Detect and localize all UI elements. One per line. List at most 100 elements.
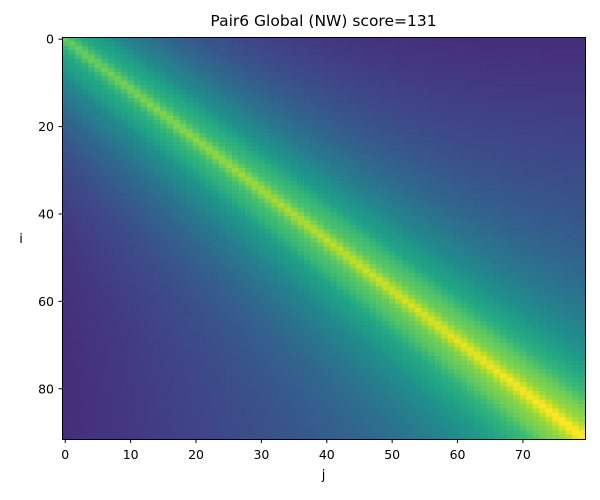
heatmap-cell [473, 255, 481, 261]
heatmap-cell [578, 207, 586, 213]
heatmap-cell [375, 80, 383, 86]
heatmap-cell [480, 299, 488, 305]
heatmap-cell [101, 106, 109, 112]
heatmap-cell [460, 181, 468, 187]
heatmap-cell [284, 286, 292, 292]
heatmap-cell [238, 307, 246, 313]
heatmap-cell [578, 255, 586, 261]
heatmap-cell [94, 154, 102, 160]
heatmap-cell [199, 154, 207, 160]
heatmap-cell [447, 58, 455, 64]
heatmap-cell [460, 76, 468, 82]
heatmap-cell [539, 233, 547, 239]
heatmap-cell [539, 168, 547, 174]
heatmap-cell [323, 80, 331, 86]
heatmap-cell [166, 124, 174, 130]
heatmap-cell [388, 286, 397, 292]
heatmap-cell [160, 120, 168, 125]
heatmap-cell [107, 233, 115, 239]
heatmap-cell [316, 264, 325, 270]
heatmap-cell [127, 54, 135, 60]
heatmap-cell [421, 181, 429, 187]
heatmap-cell [408, 163, 416, 169]
heatmap-cell [127, 141, 135, 147]
heatmap-cell [127, 176, 135, 182]
heatmap-cell [356, 176, 364, 182]
heatmap-cell [362, 303, 370, 309]
heatmap-cell [343, 50, 351, 56]
heatmap-cell [231, 137, 240, 143]
heatmap-cell [212, 115, 220, 121]
heatmap-cell [68, 203, 76, 209]
heatmap-cell [284, 189, 292, 195]
heatmap-cell [454, 133, 462, 139]
heatmap-cell [245, 80, 253, 86]
heatmap-cell [545, 137, 553, 143]
heatmap-cell [212, 294, 220, 300]
heatmap-cell [297, 238, 305, 243]
heatmap-cell [473, 216, 481, 222]
heatmap-cell [336, 264, 344, 270]
heatmap-cell [75, 41, 83, 47]
heatmap-cell [94, 294, 102, 300]
heatmap-cell [330, 141, 338, 147]
heatmap-cell [460, 93, 468, 99]
heatmap-cell [552, 220, 560, 226]
heatmap-cell [323, 286, 331, 292]
heatmap-cell [127, 251, 135, 257]
heatmap-cell [107, 93, 115, 99]
heatmap-cell [284, 41, 292, 47]
heatmap-cell [473, 172, 481, 178]
heatmap-cell [251, 251, 259, 257]
heatmap-cell [578, 176, 586, 182]
heatmap-cell [395, 80, 403, 86]
heatmap-cell [415, 294, 423, 300]
heatmap-cell [401, 176, 410, 182]
heatmap-cell [545, 272, 553, 278]
heatmap-cell [415, 45, 423, 51]
heatmap-cell [68, 150, 76, 156]
heatmap-cell [146, 211, 155, 217]
heatmap-cell [231, 93, 240, 99]
heatmap-cell [277, 185, 285, 191]
heatmap-cell [107, 176, 115, 182]
heatmap-cell [316, 242, 325, 248]
heatmap-cell [480, 264, 488, 270]
heatmap-cell [460, 133, 468, 139]
heatmap-cell [62, 224, 70, 230]
heatmap-cell [434, 120, 442, 125]
heatmap-cell [114, 198, 122, 204]
heatmap-cell [264, 76, 272, 82]
heatmap-cell [160, 168, 168, 174]
heatmap-cell [166, 106, 174, 112]
heatmap-cell [486, 102, 495, 108]
heatmap-cell [166, 307, 174, 313]
heatmap-cell [343, 185, 351, 191]
heatmap-cell [212, 229, 220, 235]
heatmap-cell [388, 37, 397, 42]
heatmap-cell [62, 264, 70, 270]
heatmap-cell [290, 220, 298, 226]
heatmap-cell [68, 93, 76, 99]
heatmap-cell [408, 176, 416, 182]
heatmap-cell [571, 264, 580, 270]
heatmap-cell [94, 281, 102, 287]
heatmap-cell [565, 128, 573, 134]
heatmap-cell [552, 76, 560, 82]
heatmap-cell [369, 294, 377, 300]
heatmap-cell [271, 294, 279, 300]
heatmap-cell [140, 71, 148, 77]
heatmap-cell [323, 168, 331, 174]
heatmap-cell [349, 259, 357, 265]
heatmap-cell [114, 251, 122, 257]
heatmap-cell [434, 111, 442, 117]
heatmap-cell [473, 238, 481, 243]
heatmap-cell [212, 41, 220, 47]
heatmap-cell [428, 185, 436, 191]
heatmap-cell [519, 246, 527, 252]
heatmap-cell [133, 211, 142, 217]
heatmap-cell [264, 137, 272, 143]
heatmap-cell [473, 58, 481, 64]
heatmap-cell [153, 181, 161, 187]
heatmap-cell [539, 172, 547, 178]
